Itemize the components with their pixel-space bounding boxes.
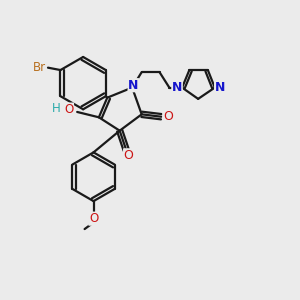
Text: H: H (52, 103, 61, 116)
Text: N: N (128, 79, 139, 92)
Text: O: O (64, 103, 74, 116)
Text: N: N (215, 81, 225, 94)
Text: O: O (89, 212, 98, 225)
Text: Br: Br (32, 61, 46, 74)
Text: O: O (124, 149, 134, 162)
Text: O: O (163, 110, 173, 123)
Text: N: N (172, 81, 182, 94)
